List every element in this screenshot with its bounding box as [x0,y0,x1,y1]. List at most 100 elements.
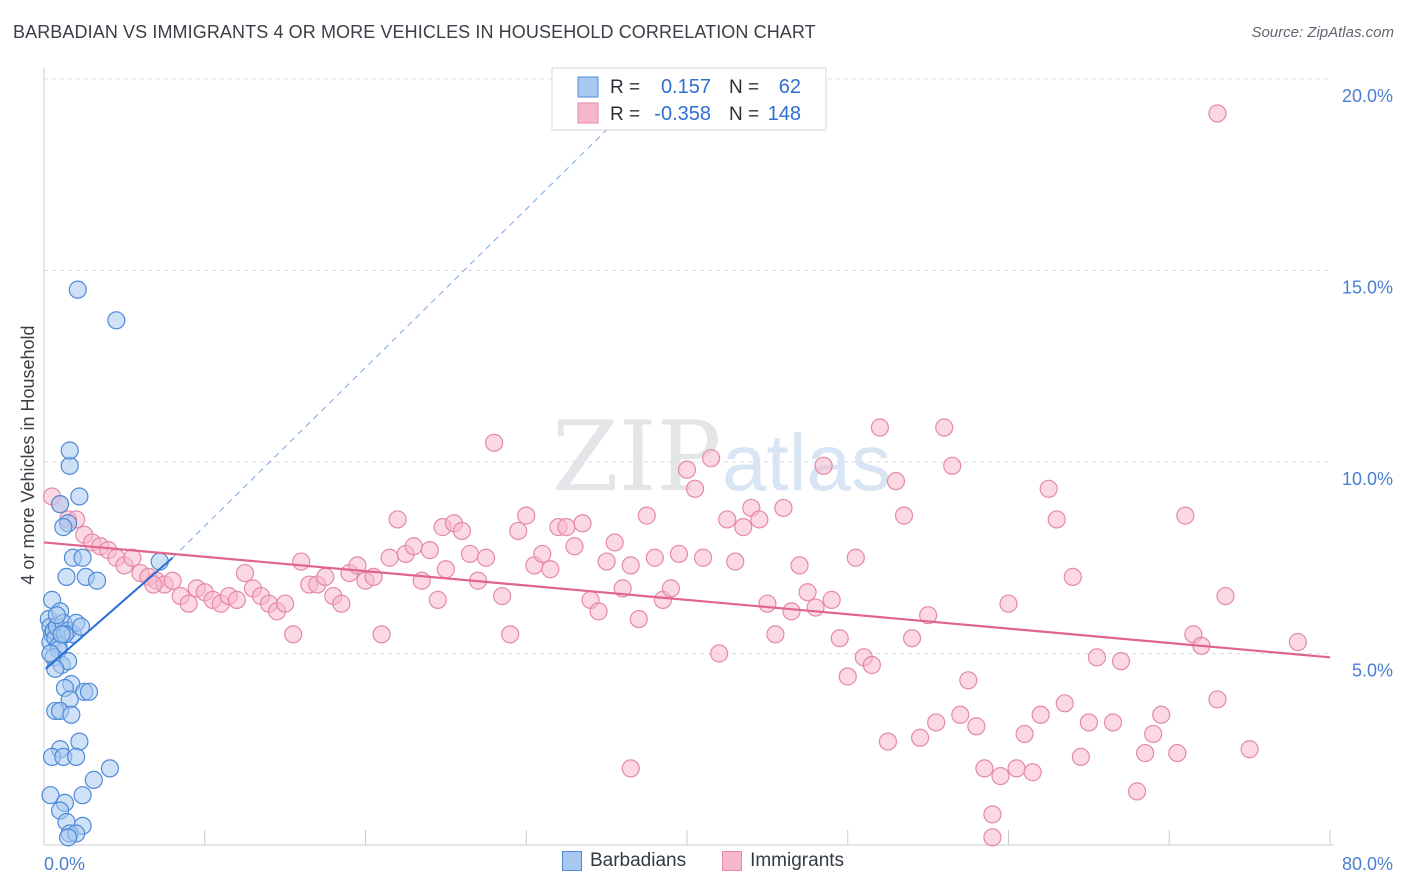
barbadian-point [150,552,169,571]
immigrant-point [838,667,857,686]
immigrant-point [894,506,914,525]
immigrant-point [910,728,930,747]
barbadian-point [46,659,65,678]
immigrant-point [975,759,994,778]
x-ticks [204,830,1331,845]
barbadian-point [68,280,87,299]
barbadian-point [84,770,103,789]
immigrant-point [1152,705,1171,724]
immigrant-point [589,602,608,621]
immigrant-point [1208,104,1227,123]
immigrant-point [943,456,962,475]
immigrant-point [822,590,841,609]
immigrant-point [292,552,311,571]
immigrant-point [790,556,809,575]
barbadian-point [47,606,66,625]
immigrant-point [983,828,1002,847]
immigrant-point [1023,763,1042,782]
immigrant-point [830,629,849,648]
series-legend: Barbadians Immigrants [0,850,1406,872]
immigrant-point [870,418,890,437]
immigrant-point [750,510,769,529]
barbadian-point [41,644,60,663]
immigrant-point [846,548,865,567]
immigrant-point [613,579,632,598]
immigrant-point [509,521,528,541]
immigrant-point [1144,724,1163,744]
barbadian-point [73,548,92,567]
immigrant-point [967,717,986,736]
series-immigrants [42,104,1307,847]
y-axis-label: 4 or more Vehicles in Household [18,325,38,584]
immigrant-point [766,625,785,644]
barbadian-point [59,828,78,847]
immigrant-point [661,579,681,598]
immigrants-label: Immigrants [750,850,845,871]
y-tick-labels: 5.0% 10.0% 15.0% 20.0% [1342,86,1393,681]
barbadian-trend-line [44,556,174,670]
barbadian-point [67,747,86,767]
legend-n-value-2: 148 [768,103,801,125]
y-tick-label: 15.0% [1342,278,1393,298]
barbadian-point [100,759,120,778]
immigrant-point [1216,586,1235,606]
barbadian-point [73,786,92,805]
immigrant-point [372,625,391,644]
x-tick-label-min: 0.0% [44,854,85,874]
barbadians-swatch [561,851,582,871]
barbadian-point [107,311,126,330]
immigrant-point [332,594,351,613]
immigrant-point [235,563,255,583]
immigrant-point [460,544,480,564]
immigrant-point [1055,694,1074,713]
immigrant-point [718,510,737,529]
legend-swatch-immigrants [577,102,599,124]
immigrant-point [1039,479,1058,498]
immigrant-point [814,456,833,475]
immigrant-point [959,671,978,690]
legend-n-label-2: N = [729,104,759,125]
immigrant-point [645,548,664,567]
immigrant-point [951,705,970,724]
immigrant-point [597,552,616,571]
barbadian-point [87,571,107,590]
immigrant-point [284,625,303,644]
immigrant-point [637,506,656,525]
barbadians-label: Barbadians [589,850,687,871]
y-tick-label: 20.0% [1342,86,1393,106]
immigrant-point [436,560,455,579]
immigrant-point [1103,713,1123,732]
immigrant-point [605,533,624,552]
axes [43,68,1334,846]
immigrant-point [726,552,745,571]
immigrant-point [1136,743,1155,763]
immigrant-point [501,625,520,644]
barbadian-point [79,682,99,701]
barbadian-point [62,705,81,724]
series-barbadians [39,280,169,847]
immigrant-point [1240,740,1259,759]
barbadian-point [60,441,79,460]
immigrant-point [999,594,1018,613]
immigrant-trend-line [43,541,1331,659]
legend-n-value-1: 62 [779,76,801,98]
legend-n-label-1: N = [729,77,759,98]
immigrant-point [734,518,753,537]
immigrant-point [485,433,504,452]
legend-r-label-1: R = [610,77,640,98]
immigrant-point [1071,747,1090,767]
immigrant-point [541,560,560,579]
watermark: ZIP atlas [552,401,891,513]
immigrant-point [710,644,729,663]
barbadian-point [71,617,91,636]
immigrant-point [573,514,592,533]
immigrant-point [806,598,825,617]
legend-r-value-2: -0.358 [654,103,711,125]
immigrant-point [1007,759,1026,778]
immigrant-point [1111,652,1131,671]
immigrant-point [1015,724,1034,744]
immigrant-point [1063,567,1082,587]
immigrant-point [1031,705,1050,724]
immigrant-point [621,759,640,778]
